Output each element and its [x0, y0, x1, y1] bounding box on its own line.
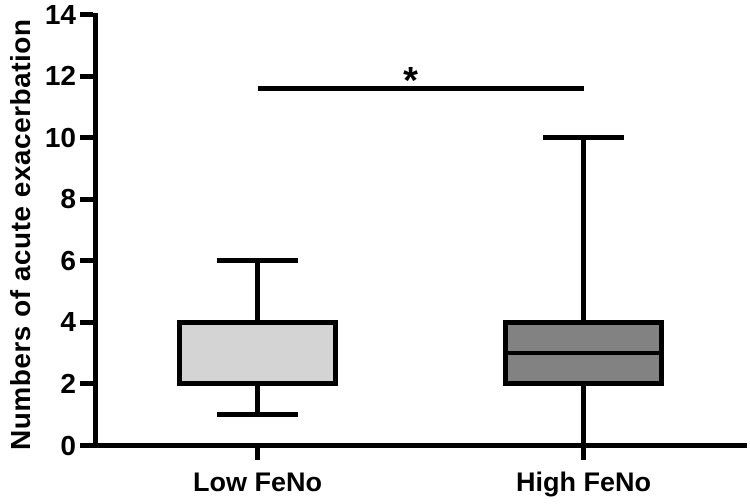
y-tick [80, 319, 93, 325]
upper-whisker-cap [543, 135, 624, 141]
y-tick [80, 443, 93, 448]
y-tick-label: 4 [60, 306, 76, 338]
y-tick-label: 8 [60, 183, 76, 215]
lower-whisker-cap [217, 412, 298, 418]
y-tick [80, 12, 93, 17]
significance-bar [257, 85, 584, 91]
y-tick-label: 10 [44, 121, 76, 153]
x-axis-line [93, 443, 747, 448]
median-line [503, 351, 664, 356]
median-line [177, 381, 338, 386]
y-tick-label: 12 [44, 60, 76, 92]
y-tick-label: 2 [60, 367, 76, 399]
upper-whisker-stem [581, 137, 586, 323]
significance-star: * [403, 60, 418, 103]
x-category-label: Low FeNo [193, 467, 322, 497]
y-tick [80, 196, 93, 202]
x-tick [581, 447, 586, 460]
y-axis-line [93, 12, 98, 448]
upper-whisker-stem [255, 260, 260, 323]
y-axis-title: Numbers of acute exacerbation [5, 18, 36, 450]
lower-whisker-stem [581, 383, 586, 446]
y-tick-label: 6 [60, 244, 76, 276]
y-tick-label: 14 [44, 0, 76, 30]
upper-whisker-cap [217, 258, 298, 264]
x-category-label: High FeNo [516, 467, 651, 497]
y-tick [80, 73, 93, 79]
y-tick [80, 258, 93, 264]
y-tick [80, 381, 93, 387]
lower-whisker-stem [255, 383, 260, 415]
y-tick-label: 0 [60, 429, 76, 461]
x-tick [255, 447, 260, 460]
box-low-feno [177, 319, 338, 387]
y-tick [80, 135, 93, 141]
